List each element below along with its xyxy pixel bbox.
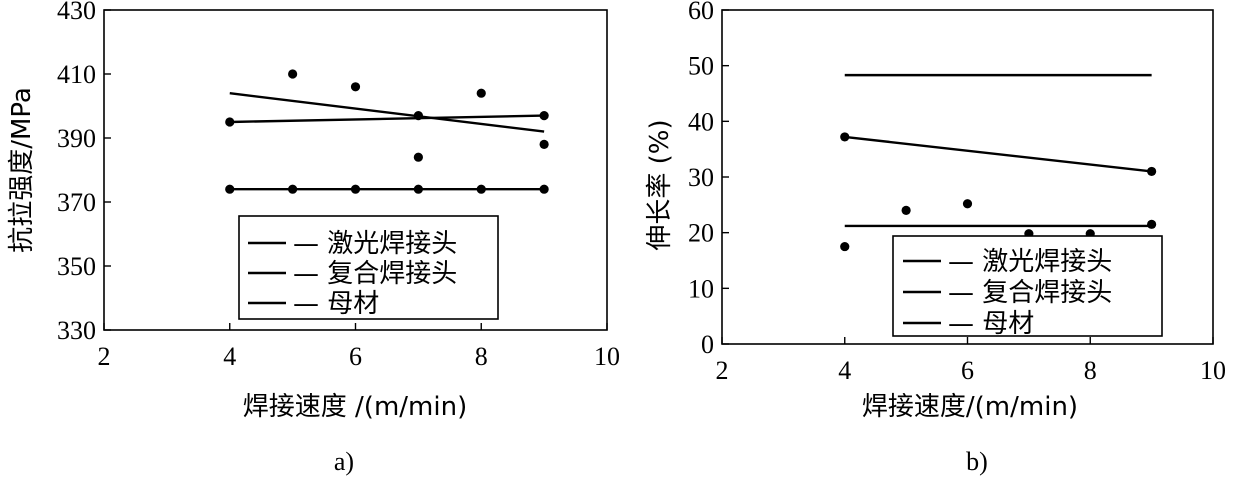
data-point-b-0 xyxy=(1147,219,1157,229)
chart-b: 2 4 6 8 10 0 10 20 30 40 50 60 焊接速度/(m/min) 伸长率 (%)… xyxy=(645,0,1226,476)
y-tick-label-b: 30 xyxy=(688,163,714,192)
y-axis-label-b: 伸长率 (%) xyxy=(645,119,675,250)
y-tick-label-b: 50 xyxy=(688,52,714,81)
x-tick-label-a: 2 xyxy=(98,342,111,371)
data-point-a-2 xyxy=(539,184,549,194)
points-a xyxy=(225,69,549,194)
legend-label-a: — 母材 xyxy=(293,289,379,319)
x-tick-label-a: 8 xyxy=(475,342,488,371)
legend-label-a: — 激光焊接头 xyxy=(293,229,457,259)
legend-box-b xyxy=(892,235,1163,337)
y-tick-label-b: 40 xyxy=(688,107,714,136)
data-point-b-0 xyxy=(962,199,973,209)
data-point-b-1 xyxy=(840,132,850,142)
data-point-b-1 xyxy=(1147,166,1157,177)
ticks-a: 2 4 6 8 10 330 350 370 390 410 430 xyxy=(57,0,620,371)
legend-label-b: — 母材 xyxy=(948,309,1034,339)
caption-a: a) xyxy=(334,447,354,476)
data-point-a-1 xyxy=(225,117,235,127)
y-tick-label-b: 0 xyxy=(701,330,714,359)
legend-label-b: — 复合焊接头 xyxy=(948,278,1112,308)
fit-lines-a xyxy=(229,92,545,191)
y-tick-label-a: 430 xyxy=(57,0,96,25)
data-point-b-0 xyxy=(840,241,850,252)
fit-line-a-0 xyxy=(229,92,545,133)
y-tick-label-b: 10 xyxy=(688,274,714,303)
y-tick-label-b: 60 xyxy=(688,0,714,25)
data-point-a-2 xyxy=(413,184,423,194)
data-point-a-2 xyxy=(476,184,486,194)
caption-b: b) xyxy=(966,447,988,476)
x-tick-label-b: 4 xyxy=(838,356,851,385)
fit-line-b-1 xyxy=(844,135,1152,173)
data-point-a-1 xyxy=(413,152,423,162)
data-point-a-0 xyxy=(413,111,423,121)
data-point-a-2 xyxy=(350,184,361,194)
x-axis-label-b: 焊接速度/(m/min) xyxy=(862,392,1078,422)
fit-line-a-1 xyxy=(229,114,545,124)
data-point-a-0 xyxy=(476,88,486,98)
y-tick-label-a: 370 xyxy=(57,188,96,217)
ticks-b: 2 4 6 8 10 0 10 20 30 40 50 60 xyxy=(688,0,1226,385)
x-tick-label-b: 6 xyxy=(961,356,974,385)
y-axis-label-a: 抗拉强度/MPa xyxy=(7,87,37,253)
x-tick-label-b: 10 xyxy=(1200,356,1226,385)
y-tick-label-a: 350 xyxy=(57,252,96,281)
legend-label-b: — 激光焊接头 xyxy=(948,247,1112,277)
y-tick-label-a: 390 xyxy=(57,124,96,153)
data-point-a-0 xyxy=(288,69,298,79)
x-tick-label-a: 4 xyxy=(223,342,236,371)
y-tick-label-b: 20 xyxy=(688,219,714,248)
legend-a: — 激光焊接头— 复合焊接头— 母材 xyxy=(248,229,457,319)
y-tick-label-a: 410 xyxy=(57,60,96,89)
y-tick-label-a: 330 xyxy=(57,316,96,345)
data-point-a-0 xyxy=(539,139,549,149)
data-point-a-2 xyxy=(288,184,298,194)
x-tick-label-b: 8 xyxy=(1084,356,1097,385)
legend-b: — 激光焊接头— 复合焊接头— 母材 xyxy=(903,247,1112,339)
x-tick-label-a: 6 xyxy=(349,342,362,371)
fit-lines-b xyxy=(844,73,1152,228)
data-point-a-1 xyxy=(539,111,549,121)
chart-a: 2 4 6 8 10 330 350 370 390 410 430 焊接速度 /(m/min) 抗… xyxy=(7,0,620,476)
data-point-b-0 xyxy=(901,205,911,215)
points-b xyxy=(840,132,1157,252)
x-tick-label-b: 2 xyxy=(716,356,729,385)
x-axis-label-a: 焊接速度 /(m/min) xyxy=(243,392,467,422)
legend-label-a: — 复合焊接头 xyxy=(293,259,457,289)
data-point-a-0 xyxy=(350,82,361,92)
data-point-a-2 xyxy=(225,184,235,194)
x-tick-label-a: 10 xyxy=(594,342,620,371)
